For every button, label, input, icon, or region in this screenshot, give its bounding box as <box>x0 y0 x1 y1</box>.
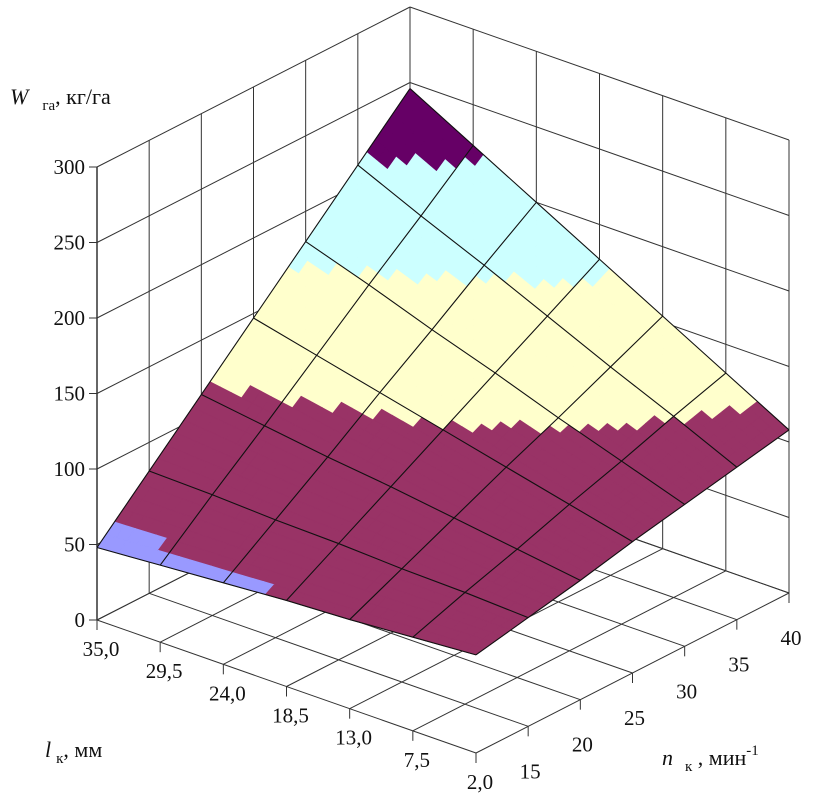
x-tick-label: 35,0 <box>83 637 120 661</box>
z-tick-label: 0 <box>75 608 86 632</box>
x-tick-label: 29,5 <box>146 659 183 683</box>
z-tick-label: 200 <box>54 306 86 330</box>
z-tick-label: 250 <box>54 231 86 255</box>
y-tick-label: 40 <box>781 626 802 650</box>
y-tick-label: 30 <box>676 679 697 703</box>
y-tick-label: 15 <box>520 759 541 783</box>
x-axis-title: l к, мм <box>45 737 102 767</box>
z-tick-label: 100 <box>54 457 86 481</box>
y-tick-label: 25 <box>624 706 645 730</box>
surface-mesh-line-n <box>148 470 529 619</box>
left-wall-gridline <box>96 6 411 168</box>
x-tick-label: 13,0 <box>335 726 372 750</box>
y-tick-label: 35 <box>728 653 749 677</box>
surface-mesh-line-n <box>201 394 581 581</box>
surface <box>96 87 790 656</box>
z-tick-label: 150 <box>54 382 86 406</box>
surface-mesh <box>96 88 790 656</box>
right-wall-gridline <box>409 6 790 141</box>
surface-mesh-line-n <box>409 88 790 431</box>
surface-mesh-line-n <box>357 164 738 468</box>
x-tick-label: 18,5 <box>272 704 309 728</box>
x-tick-label: 7,5 <box>404 748 430 772</box>
y-tick-label: 20 <box>572 733 593 757</box>
surface-mesh-line-n <box>96 546 477 656</box>
surface-mesh-line-n <box>253 317 633 543</box>
floor-gridline <box>149 592 529 727</box>
z-tick-label: 50 <box>64 533 85 557</box>
right-wall-gridline <box>409 82 790 216</box>
z-tick-label: 300 <box>54 155 86 179</box>
x-tick-label: 24,0 <box>209 681 246 705</box>
x-tick-label: 2,0 <box>467 770 493 794</box>
tick-labels: 0 50 100 150 200 250 300 2,0 7,5 13,0 18,5 24,0 29,5… <box>54 155 802 794</box>
surface-mesh-line-n <box>305 241 685 505</box>
left-wall-gridline <box>96 82 411 243</box>
